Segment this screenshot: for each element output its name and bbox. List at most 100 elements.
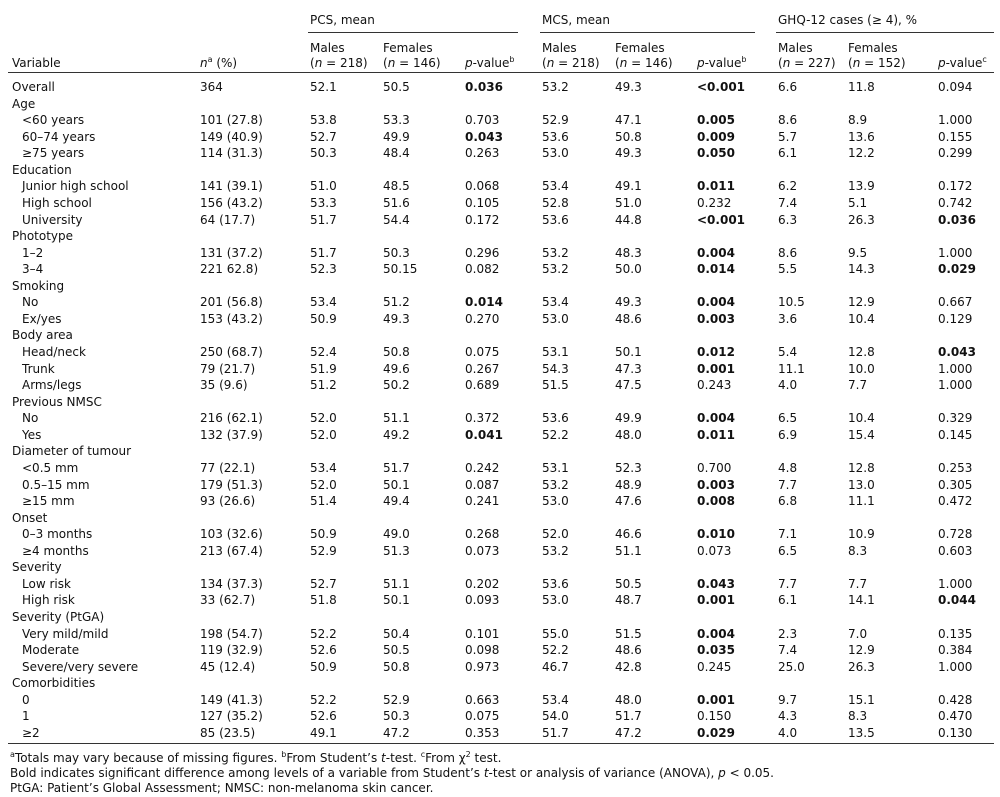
cell: 52.3 <box>310 262 337 277</box>
cell: 0.001 <box>697 361 735 376</box>
row-label: Low risk <box>22 576 71 591</box>
section-label: Severity <box>12 560 62 575</box>
text-run: -value <box>945 56 983 70</box>
cell: 0.035 <box>697 643 735 658</box>
cell: 53.1 <box>542 345 569 360</box>
row-label: Severe/very severe <box>22 659 139 674</box>
cell: 0.242 <box>465 460 500 475</box>
cell: 8.9 <box>848 113 868 128</box>
cell: 51.5 <box>615 626 642 641</box>
cell: 53.8 <box>310 113 337 128</box>
cell: 49.3 <box>615 80 642 94</box>
text-run: n <box>782 56 791 70</box>
cell: 0.001 <box>697 692 735 707</box>
text-run: Totals may vary because of missing figur… <box>14 751 282 765</box>
cell: 26.3 <box>848 212 875 227</box>
cell: 0.029 <box>938 262 976 277</box>
cell: 4.0 <box>778 378 798 393</box>
cell: 51.7 <box>310 212 337 227</box>
cell: 0.105 <box>465 195 500 210</box>
cell: 50.4 <box>383 626 410 641</box>
cell: 53.2 <box>542 543 569 558</box>
cell: 0.603 <box>938 543 973 558</box>
section-label: Overall <box>12 80 55 94</box>
cell: 7.4 <box>778 643 798 658</box>
cell: 49.9 <box>615 411 642 426</box>
cell: 13.6 <box>848 129 875 144</box>
cell: 12.8 <box>848 345 875 360</box>
text-run: a <box>10 750 15 759</box>
cell: 12.9 <box>848 295 875 310</box>
row-label: University <box>22 212 83 227</box>
cell: 0.267 <box>465 361 500 376</box>
cell: 0.428 <box>938 692 973 707</box>
cell: 53.1 <box>542 460 569 475</box>
cell: 0.041 <box>465 427 503 442</box>
column-header: Females <box>848 40 898 56</box>
text-run: c <box>982 55 987 64</box>
row-label: 1 <box>22 709 30 724</box>
section-label: Comorbidities <box>12 676 96 691</box>
cell: 52.2 <box>542 643 569 658</box>
cell: 156 (43.2) <box>200 195 263 210</box>
cell: 201 (56.8) <box>200 295 263 310</box>
cell: 53.3 <box>383 113 410 128</box>
text-run: -test or analysis of variance (ANOVA), <box>488 766 719 780</box>
cell: 44.8 <box>615 212 642 227</box>
cell: 0.011 <box>697 179 735 194</box>
cell: 0.101 <box>465 626 500 641</box>
column-header: p-valuec <box>938 55 987 71</box>
cell: 6.9 <box>778 427 798 442</box>
cell: 53.2 <box>542 477 569 492</box>
cell: 0.353 <box>465 726 500 740</box>
cell: 10.9 <box>848 527 875 542</box>
footnote: PtGA: Patient’s Global Assessment; NMSC:… <box>10 780 433 796</box>
section-label: Body area <box>12 328 73 343</box>
cell: 0.296 <box>465 245 500 260</box>
row-label: ≥15 mm <box>22 494 75 509</box>
cell: 119 (32.9) <box>200 643 263 658</box>
cell: 0.270 <box>465 311 500 326</box>
cell: 52.0 <box>310 477 337 492</box>
cell: 0.243 <box>697 378 732 393</box>
row-label: 60–74 years <box>22 129 96 144</box>
cell: 0.082 <box>465 262 500 277</box>
cell: 12.2 <box>848 146 875 161</box>
cell: 0.008 <box>697 494 735 509</box>
cell: 53.6 <box>542 212 569 227</box>
text-run: test. <box>470 751 502 765</box>
text-run: ( <box>383 56 388 70</box>
cell: 53.4 <box>310 295 337 310</box>
cell: 5.4 <box>778 345 798 360</box>
cell: 53.0 <box>542 593 569 608</box>
cell: 51.1 <box>383 576 410 591</box>
cell: 13.0 <box>848 477 875 492</box>
cell: 10.4 <box>848 411 875 426</box>
cell: 0.043 <box>938 345 976 360</box>
cell: 52.2 <box>310 626 337 641</box>
cell: 0.263 <box>465 146 500 161</box>
cell: 49.0 <box>383 527 410 542</box>
cell: 6.1 <box>778 593 798 608</box>
cell: 50.2 <box>383 378 410 393</box>
cell: 47.2 <box>615 726 642 740</box>
cell: 5.1 <box>848 195 868 210</box>
cell: 7.7 <box>848 576 868 591</box>
cell: 49.3 <box>383 311 410 326</box>
bottom-rule <box>8 743 994 744</box>
cell: 0.003 <box>697 477 735 492</box>
cell: 53.0 <box>542 494 569 509</box>
cell: 93 (26.6) <box>200 494 256 509</box>
cell: 51.1 <box>383 411 410 426</box>
row-label: ≥75 years <box>22 146 85 161</box>
cell: 10.5 <box>778 295 805 310</box>
cell: 0.202 <box>465 576 500 591</box>
text-run: b <box>741 55 747 64</box>
cell: 0.098 <box>465 643 500 658</box>
row-label: Yes <box>22 427 42 442</box>
cell: 52.4 <box>310 345 337 360</box>
row-label: Ex/yes <box>22 311 62 326</box>
text-run: Males <box>310 41 345 55</box>
group-rule <box>540 32 755 33</box>
cell: 0.014 <box>465 295 503 310</box>
